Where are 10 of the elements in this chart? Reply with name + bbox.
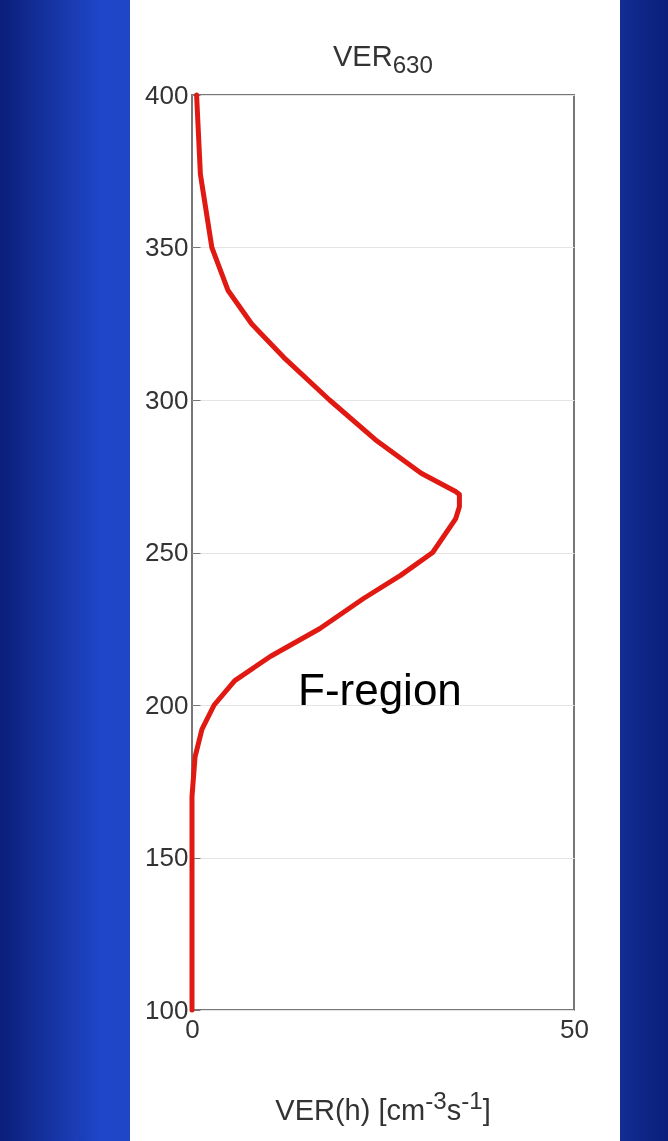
y-tick-label: 400 [145, 79, 189, 110]
y-tick-label: 350 [145, 232, 189, 262]
y-tick-label: 300 [145, 384, 189, 415]
x-tick-label: 50 [560, 1013, 589, 1044]
chart-title: VER$_{630}$ [332, 40, 434, 79]
annotation: F-region [298, 665, 462, 715]
y-tick-label: 200 [145, 689, 189, 720]
y-tick-label: 250 [145, 537, 189, 567]
y-tick-label: 150 [145, 842, 189, 872]
x-axis-title: VER(h) [cm$^{-3}$s$^{-1}$] [274, 1087, 492, 1127]
